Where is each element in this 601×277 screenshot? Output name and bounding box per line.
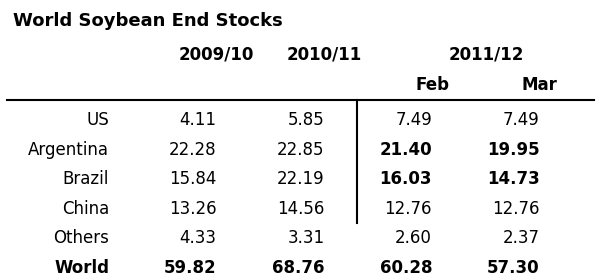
- Text: Feb: Feb: [415, 76, 449, 94]
- Text: 2009/10: 2009/10: [179, 46, 254, 64]
- Text: 68.76: 68.76: [272, 259, 325, 277]
- Text: 5.85: 5.85: [288, 111, 325, 129]
- Text: 19.95: 19.95: [487, 141, 540, 159]
- Text: 2.60: 2.60: [395, 229, 432, 247]
- Text: 7.49: 7.49: [503, 111, 540, 129]
- Text: Argentina: Argentina: [28, 141, 109, 159]
- Text: US: US: [87, 111, 109, 129]
- Text: 59.82: 59.82: [164, 259, 217, 277]
- Text: 4.11: 4.11: [180, 111, 217, 129]
- Text: 21.40: 21.40: [379, 141, 432, 159]
- Text: 4.33: 4.33: [180, 229, 217, 247]
- Text: 2010/11: 2010/11: [287, 46, 362, 64]
- Text: 57.30: 57.30: [487, 259, 540, 277]
- Text: 2.37: 2.37: [503, 229, 540, 247]
- Text: Others: Others: [53, 229, 109, 247]
- Text: 22.19: 22.19: [277, 170, 325, 188]
- Text: World: World: [54, 259, 109, 277]
- Text: 22.85: 22.85: [277, 141, 325, 159]
- Text: China: China: [62, 200, 109, 218]
- Text: 3.31: 3.31: [287, 229, 325, 247]
- Text: 2011/12: 2011/12: [448, 46, 523, 64]
- Text: World Soybean End Stocks: World Soybean End Stocks: [13, 12, 283, 30]
- Text: 13.26: 13.26: [169, 200, 217, 218]
- Text: Brazil: Brazil: [63, 170, 109, 188]
- Text: 22.28: 22.28: [169, 141, 217, 159]
- Text: 12.76: 12.76: [385, 200, 432, 218]
- Text: Mar: Mar: [522, 76, 558, 94]
- Text: 60.28: 60.28: [380, 259, 432, 277]
- Text: 15.84: 15.84: [169, 170, 217, 188]
- Text: 7.49: 7.49: [395, 111, 432, 129]
- Text: 14.73: 14.73: [487, 170, 540, 188]
- Text: 12.76: 12.76: [492, 200, 540, 218]
- Text: 14.56: 14.56: [277, 200, 325, 218]
- Text: 16.03: 16.03: [380, 170, 432, 188]
